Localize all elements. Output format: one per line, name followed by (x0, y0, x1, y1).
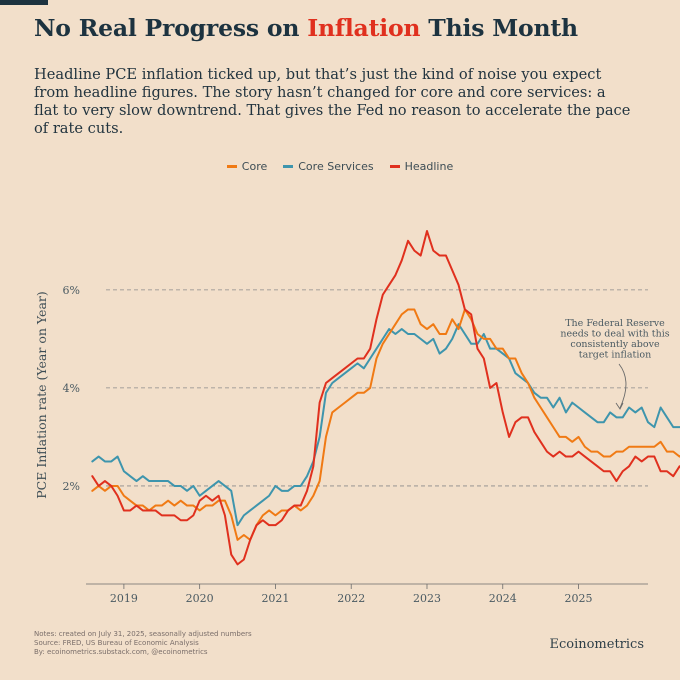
annotation-line: needs to deal with this (560, 329, 669, 340)
x-tick-label: 2019 (110, 592, 138, 605)
axis-layer: 2% 4% 6% PCE Inflation rate (Year on Year) 2… (34, 284, 648, 605)
chart-legend: Core Core Services Headline (0, 160, 680, 173)
legend-label-headline: Headline (404, 160, 454, 173)
legend-swatch-headline (389, 165, 400, 168)
x-tick-label: 2022 (337, 592, 365, 605)
title-highlight: Inflation (307, 14, 421, 42)
annotation-line: consistently above (570, 339, 660, 350)
series-line-core-services (91, 323, 680, 527)
legend-swatch-core-services (283, 165, 294, 168)
legend-label-core-services: Core Services (298, 160, 374, 173)
footnote-source: Source: FRED, US Bureau of Economic Anal… (34, 639, 199, 647)
page-subtitle: Headline PCE inflation ticked up, but th… (34, 66, 631, 137)
legend-item-core-services: Core Services (283, 160, 374, 173)
x-tick-label: 2024 (489, 592, 517, 605)
top-accent-bar (0, 0, 48, 5)
title-part-2: This Month (420, 14, 578, 42)
title-part-1: No Real Progress on (34, 14, 308, 42)
legend-item-headline: Headline (389, 160, 454, 173)
annotation-line: target inflation (579, 350, 651, 361)
label-layer: +3.2%+2.8%+2.6%The Federal Reserveneeds … (560, 318, 670, 410)
legend-item-core: Core (226, 160, 268, 173)
page-title: No Real Progress on Inflation This Month (34, 14, 578, 42)
annotation-arrowhead (615, 402, 624, 410)
y-tick-label: 4% (63, 382, 80, 395)
footnotes: Notes: created on July 31, 2025, seasona… (34, 630, 252, 657)
y-tick-label: 2% (63, 480, 80, 493)
annotation-arrow (618, 363, 627, 409)
footnote-by: By: ecoinometrics.substack.com, @ecoinom… (34, 648, 208, 656)
x-tick-label: 2020 (186, 592, 214, 605)
x-tick-label: 2021 (261, 592, 289, 605)
y-axis-title: PCE Inflation rate (Year on Year) (34, 291, 49, 499)
series-line-core (91, 308, 680, 541)
grid-layer (106, 289, 648, 487)
footnote-notes: Notes: created on July 31, 2025, seasona… (34, 630, 252, 638)
annotation-line: The Federal Reserve (565, 318, 665, 329)
legend-swatch-core (226, 165, 237, 168)
x-tick-label: 2023 (413, 592, 441, 605)
legend-label-core: Core (241, 160, 268, 173)
x-tick-label: 2025 (565, 592, 593, 605)
y-tick-label: 6% (63, 284, 80, 297)
brand-name: Ecoinometrics (549, 637, 644, 652)
series-line-headline (91, 230, 680, 566)
series-layer (91, 230, 680, 566)
